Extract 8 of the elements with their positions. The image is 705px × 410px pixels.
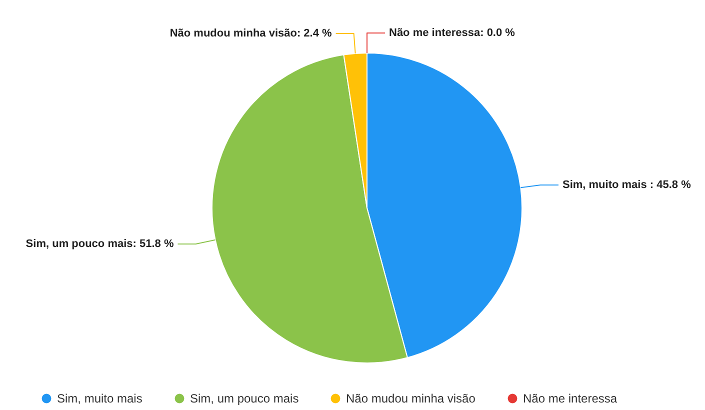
legend-label: Sim, muito mais [57, 392, 142, 406]
data-label: Não mudou minha visão: 2.4 % [170, 27, 332, 40]
legend-label: Sim, um pouco mais [190, 392, 299, 406]
legend-label: Não mudou minha visão [346, 392, 476, 406]
data-label: Sim, um pouco mais: 51.8 % [26, 238, 174, 250]
legend-label: Não me interessa [523, 392, 618, 406]
text: Não me interessa: 0.0 % [389, 27, 515, 39]
data-label: Sim, muito mais : 45.8 % [562, 178, 692, 191]
